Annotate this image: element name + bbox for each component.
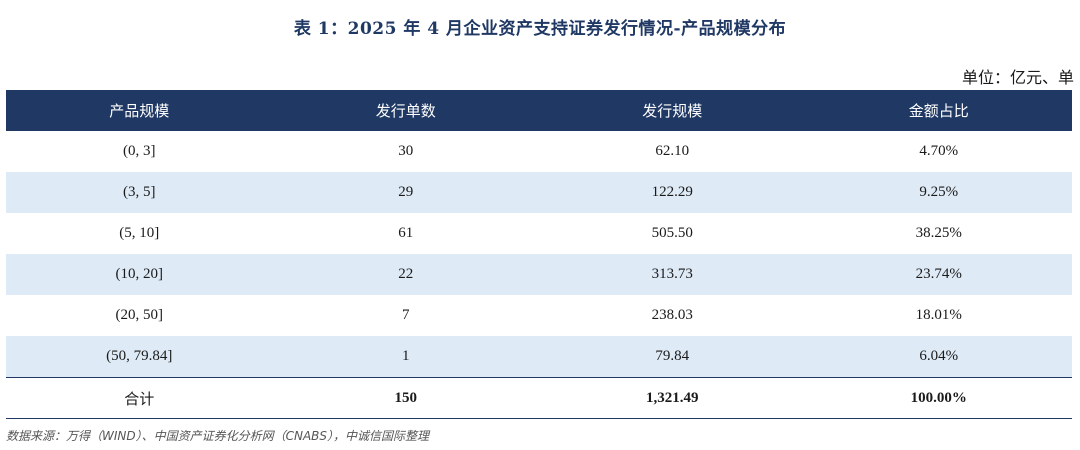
total-amount-share: 100.00% <box>805 377 1072 419</box>
cell-issue-scale: 505.50 <box>651 225 693 241</box>
column-header-product-size: 产品规模 <box>6 90 273 131</box>
cell-issue-scale: 62.10 <box>655 143 690 159</box>
cell-amount-share: 38.25% <box>915 225 962 241</box>
cell-issue-count: 30 <box>398 143 414 159</box>
cell-amount-share: 4.70% <box>919 143 959 159</box>
table-row: (10, 20] 22 313.73 23.74% <box>6 254 1072 295</box>
cell-issue-scale: 122.29 <box>539 172 806 213</box>
table-row: (0, 3] 30 62.10 4.70% <box>6 131 1072 172</box>
cell-product-size: (50, 79.84] <box>6 336 273 378</box>
column-header-issue-count: 发行单数 <box>272 90 539 131</box>
unit-note: 单位：亿元、单 <box>961 68 1074 87</box>
data-table: 产品规模 发行单数 发行规模 金额占比 (0, 3] 30 62.10 4.70… <box>6 90 1072 419</box>
cell-issue-scale: 313.73 <box>539 254 806 295</box>
column-header-issue-scale: 发行规模 <box>539 90 806 131</box>
table-total-row: 合计 150 1,321.49 100.00% <box>6 377 1072 419</box>
cell-issue-scale: 79.84 <box>539 336 806 378</box>
cell-issue-count: 61 <box>398 225 414 241</box>
cell-issue-count: 7 <box>402 307 410 323</box>
cell-product-size: (10, 20] <box>6 254 273 295</box>
table-row: (5, 10] 61 505.50 38.25% <box>6 213 1072 254</box>
cell-product-size: (5, 10] <box>119 225 160 241</box>
cell-issue-count: 29 <box>272 172 539 213</box>
table-row: (3, 5] 29 122.29 9.25% <box>6 172 1072 213</box>
total-issue-count: 150 <box>272 377 539 419</box>
total-issue-scale: 1,321.49 <box>539 377 806 419</box>
table-row: (20, 50] 7 238.03 18.01% <box>6 295 1072 336</box>
cell-product-size: (0, 3] <box>123 143 156 159</box>
source-note: 数据来源：万得（WIND）、中国资产证券化分析网（CNABS），中诚信国际整理 <box>6 429 430 443</box>
column-header-amount-share: 金额占比 <box>805 90 1072 131</box>
cell-amount-share: 18.01% <box>915 307 962 323</box>
cell-amount-share: 9.25% <box>805 172 1072 213</box>
cell-product-size: (20, 50] <box>115 307 164 323</box>
table-row: (50, 79.84] 1 79.84 6.04% <box>6 336 1072 378</box>
table-title: 表 1：2025 年 4 月企业资产支持证券发行情况-产品规模分布 <box>293 19 787 39</box>
cell-issue-count: 1 <box>272 336 539 378</box>
cell-amount-share: 6.04% <box>805 336 1072 378</box>
cell-product-size: (3, 5] <box>6 172 273 213</box>
cell-issue-count: 22 <box>272 254 539 295</box>
total-label: 合计 <box>6 377 273 419</box>
table-header-row: 产品规模 发行单数 发行规模 金额占比 <box>6 90 1072 131</box>
cell-issue-scale: 238.03 <box>651 307 693 323</box>
cell-amount-share: 23.74% <box>805 254 1072 295</box>
